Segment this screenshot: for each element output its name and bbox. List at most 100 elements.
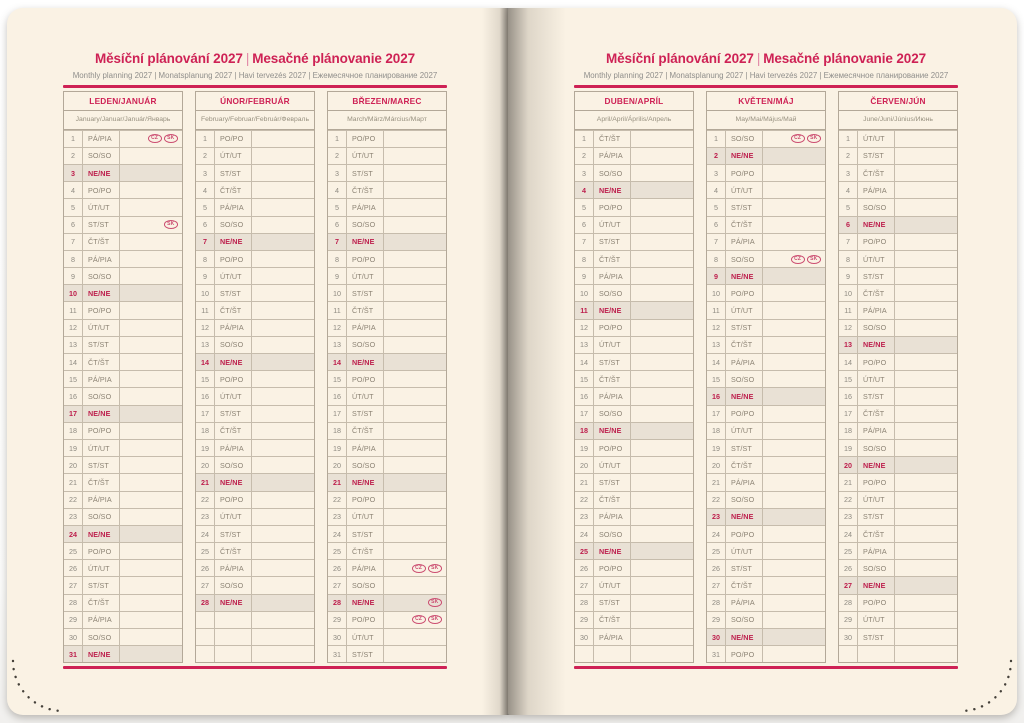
day-abbrev: ÚT/UT: [347, 147, 384, 164]
day-number: 11: [196, 302, 215, 319]
day-abbrev: ÚT/UT: [594, 216, 631, 233]
day-row: 14 PO/PO: [839, 353, 957, 371]
day-abbrev: NE/NE: [83, 405, 120, 422]
day-number: 7: [839, 233, 858, 250]
day-number: 7: [196, 233, 215, 250]
day-number: 27: [196, 577, 215, 594]
page-right-content: Měsíční plánování 2027 | Mesačné plánovani…: [574, 8, 958, 669]
day-abbrev: NE/NE: [594, 543, 631, 560]
day-row: 20 ÚT/UT: [575, 456, 693, 474]
month-languages: April/April/Április/Апрель: [575, 111, 693, 130]
holiday-badge-cz-icon: CZ: [790, 134, 805, 144]
day-number: 12: [839, 319, 858, 336]
day-row: 29 SO/SO: [707, 610, 825, 629]
day-note-cell: [252, 474, 314, 490]
day-note-cell: [120, 320, 182, 336]
day-note-cell: [631, 182, 693, 198]
page-title: Měsíční plánování 2027 | Mesačné plánovani…: [63, 50, 447, 67]
holiday-badge-sk-icon: SK: [427, 598, 442, 608]
day-number: 18: [839, 422, 858, 439]
day-row: 16 SO/SO: [64, 387, 182, 405]
day-abbrev: PO/PO: [83, 543, 120, 560]
day-note-cell: [895, 474, 957, 490]
day-row: 14 ČT/ŠT: [64, 353, 182, 371]
day-number: 21: [575, 474, 594, 491]
day-row-sunday: 20 NE/NE: [839, 456, 957, 474]
day-number: 23: [839, 508, 858, 525]
day-number: 14: [575, 354, 594, 371]
day-number: 28: [707, 594, 726, 611]
day-abbrev: ST/ST: [594, 233, 631, 250]
day-note-cell: [384, 577, 446, 593]
day-number: 15: [839, 371, 858, 388]
day-number: 20: [64, 457, 83, 474]
day-note-cell: [895, 285, 957, 301]
day-abbrev: PO/PO: [858, 233, 895, 250]
day-abbrev: PÁ/PIA: [83, 130, 120, 147]
day-note-cell: [631, 577, 693, 593]
day-note-cell: [120, 560, 182, 576]
day-note-cell: [384, 474, 446, 490]
day-abbrev: SO/SO: [83, 147, 120, 164]
day-note-cell: [120, 182, 182, 198]
day-note-cell: [631, 251, 693, 267]
day-note-cell: [763, 474, 825, 490]
day-number: 14: [196, 354, 215, 371]
day-number: 11: [64, 302, 83, 319]
day-abbrev: ÚT/UT: [594, 336, 631, 354]
day-row: 18 PO/PO: [64, 421, 182, 439]
day-abbrev: PO/PO: [726, 405, 763, 422]
day-note-cell: [895, 526, 957, 542]
day-abbrev: PÁ/PIA: [347, 560, 384, 577]
day-abbrev: ST/ST: [347, 405, 384, 422]
day-abbrev: SO/SO: [83, 508, 120, 525]
day-abbrev: ÚT/UT: [83, 439, 120, 457]
day-number: 13: [196, 336, 215, 354]
day-abbrev: ČT/ŠT: [347, 422, 384, 439]
day-number: 21: [839, 474, 858, 491]
day-row: 23 ST/ST: [839, 507, 957, 525]
day-abbrev: PÁ/PIA: [347, 199, 384, 216]
day-number: 28: [575, 594, 594, 611]
day-row: 25 ČT/ŠT: [196, 542, 314, 560]
day-note-cell: [252, 423, 314, 439]
day-note-cell: [763, 388, 825, 404]
day-number: 3: [707, 164, 726, 182]
day-note-cell: [120, 629, 182, 645]
day-row: 10 PO/PO: [707, 284, 825, 302]
title-rule: [63, 85, 447, 88]
day-row: 27 SO/SO: [196, 576, 314, 594]
day-note-cell: [631, 543, 693, 559]
day-note-cell: [384, 268, 446, 284]
day-abbrev: SO/SO: [215, 216, 252, 233]
day-note-cell: [384, 148, 446, 164]
day-abbrev: ST/ST: [858, 268, 895, 285]
day-row: 22 PO/PO: [196, 490, 314, 508]
day-row: 13 ST/ST: [64, 335, 182, 354]
day-abbrev: ST/ST: [83, 457, 120, 474]
day-number: 4: [575, 182, 594, 199]
day-abbrev: PÁ/PIA: [83, 611, 120, 629]
day-note-cell: [120, 268, 182, 284]
day-note-cell: [631, 148, 693, 164]
day-note-cell: [384, 509, 446, 525]
day-note-cell: [252, 457, 314, 473]
day-number: 5: [707, 199, 726, 216]
day-number: 2: [196, 147, 215, 164]
month-table: ÚNOR/FEBRUÁR February/Februar/Február/Фев…: [195, 90, 315, 664]
day-number: 24: [575, 525, 594, 543]
day-abbrev: SO/SO: [858, 560, 895, 577]
day-abbrev: SO/SO: [83, 629, 120, 646]
day-row: 27 SO/SO: [328, 576, 446, 594]
day-number: 23: [707, 508, 726, 525]
day-note-cell: [384, 199, 446, 215]
day-number: 29: [839, 611, 858, 629]
day-note-cell: [763, 577, 825, 593]
day-number: [196, 611, 215, 629]
day-abbrev: NE/NE: [726, 629, 763, 646]
day-number: 9: [707, 268, 726, 285]
day-row: 2 ÚT/UT: [196, 146, 314, 164]
day-abbrev: ST/ST: [726, 439, 763, 457]
day-row: 29 ČT/ŠT: [575, 610, 693, 629]
day-row-sunday: 2 NE/NE: [707, 146, 825, 164]
